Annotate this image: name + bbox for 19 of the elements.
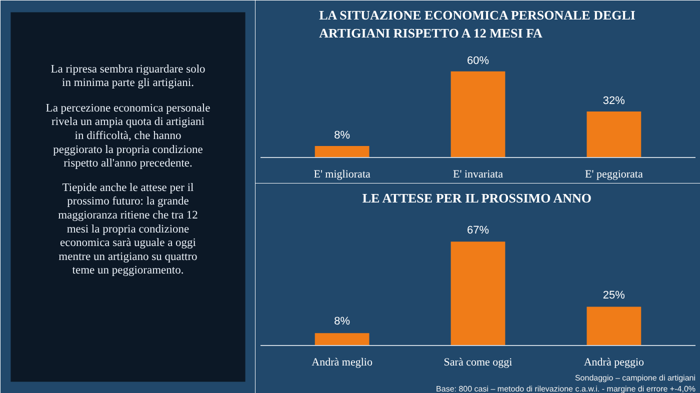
text: La ripresa sembra riguardare solo in minima parte gli artigiani. xyxy=(50,63,206,90)
data-label: 67% xyxy=(466,224,490,236)
text: Sondaggio – campione di artigiani xyxy=(574,374,696,382)
x-tick-label: Andrà peggio xyxy=(584,356,645,368)
text: La percezione economica personale rivela un ampia quota di artigiani in difficoltà, che hanno peggiorato la propria condizione rispetto all'anno precedente. xyxy=(46,102,210,170)
data-label: 8% xyxy=(334,316,350,328)
data-label: 32% xyxy=(602,95,626,108)
data-label: 8% xyxy=(334,130,350,142)
x-tick-label: E' invariata xyxy=(453,168,504,180)
x-tick-label: Sarà come oggi xyxy=(444,356,512,368)
x-tick-label: E' peggiorata xyxy=(585,168,643,180)
data-label: 25% xyxy=(602,289,626,302)
chart-title: LE ATTESE PER IL PROSSIMO ANNO xyxy=(362,190,592,206)
x-tick-label: Andrà meglio xyxy=(312,356,373,368)
text: Base: 800 casi – metodo di rilevazione c.a.w.i. - margine di errore +-4,0% xyxy=(436,384,696,393)
chart-title: LA SITUAZIONE ECONOMICA PERSONALE DEGLI ARTIGIANI RISPETTO A 12 MESI FA xyxy=(319,8,636,40)
data-label: 60% xyxy=(466,54,490,67)
text: Tiepide anche le attese per il prossimo futuro: la grande maggioranza ritiene che tra 12 mesi la propria condizione economica sarà uguale a oggi mentre un artigiano su quattro teme un peggioramento. xyxy=(58,182,198,277)
x-tick-label: E' migliorata xyxy=(314,168,371,180)
